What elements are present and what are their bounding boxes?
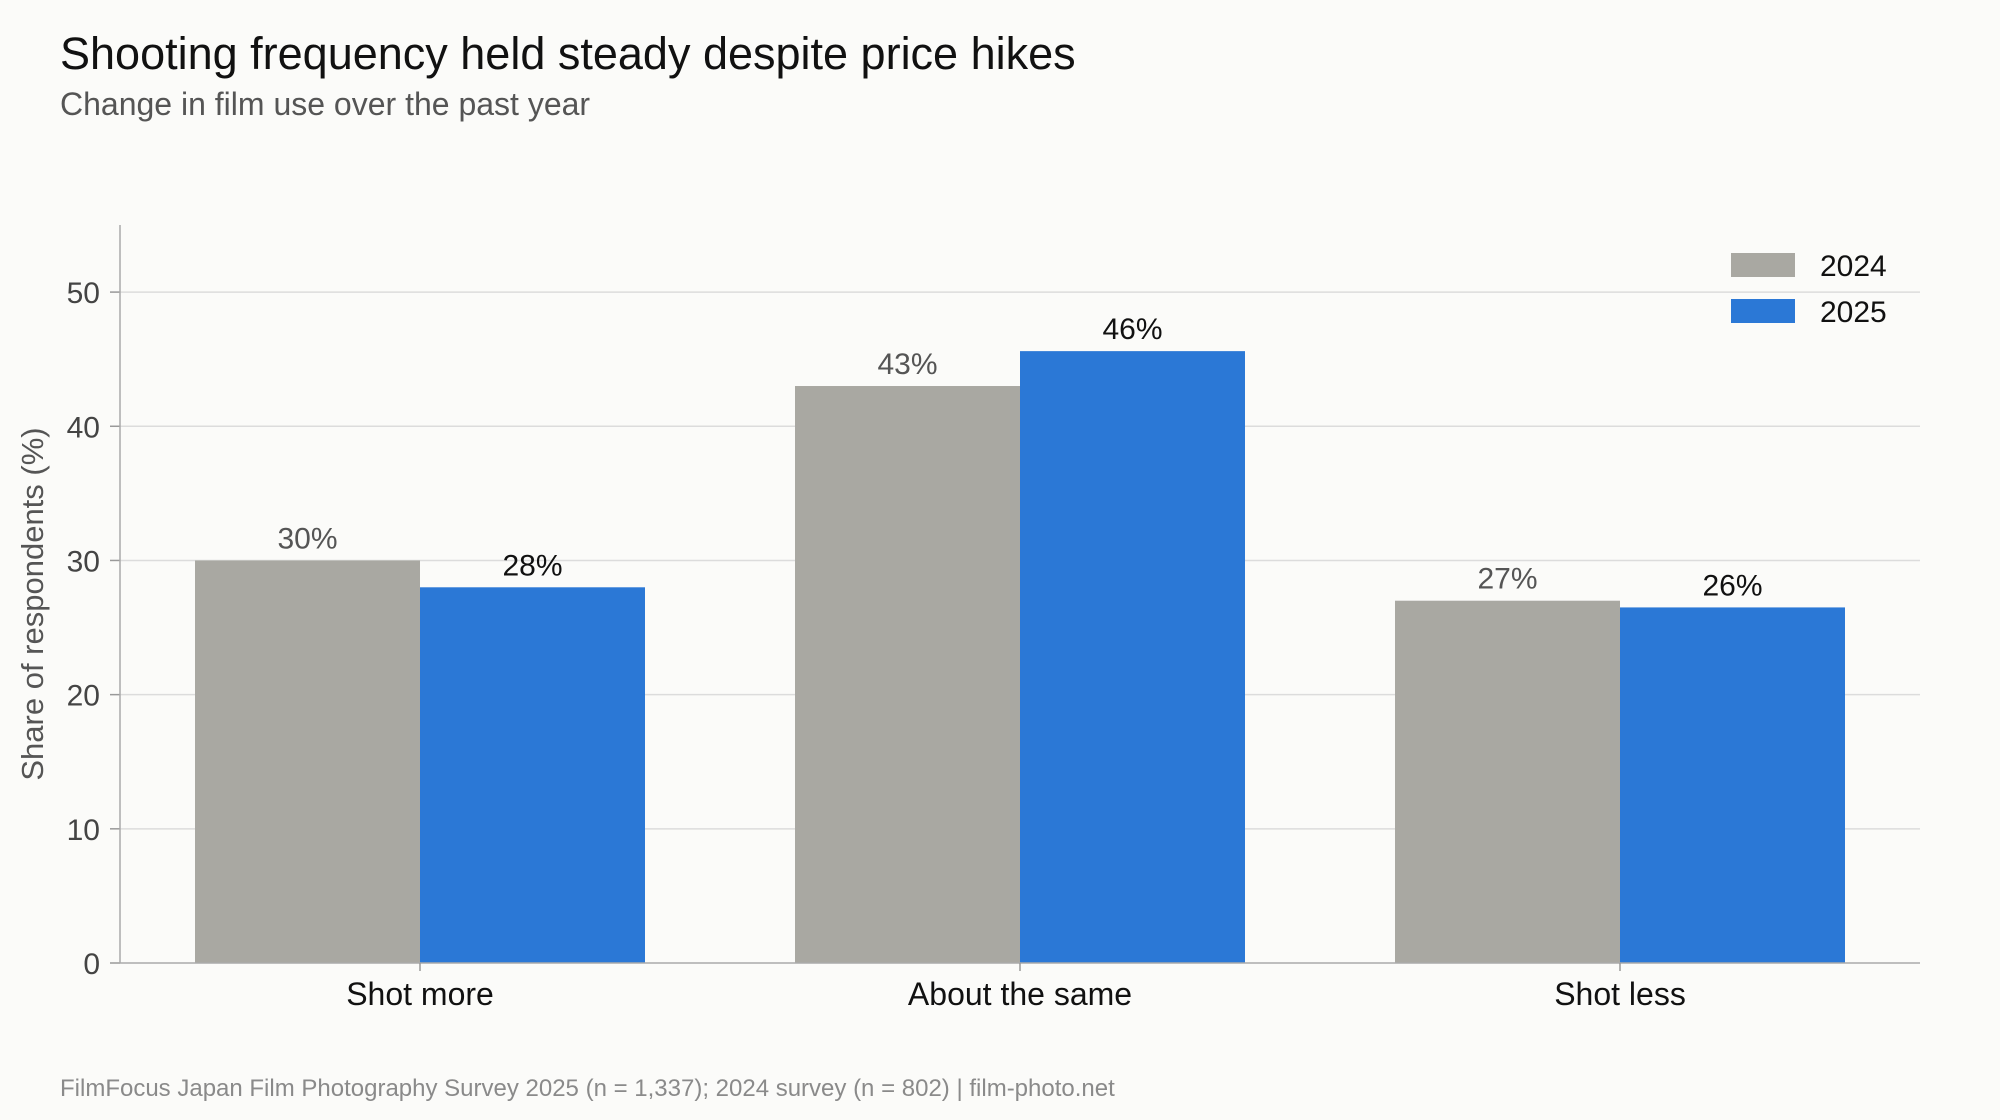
axes: 0 10 20 30 40 50 Share of respondents (%) Shot …	[15, 225, 1920, 1012]
bar-2025	[420, 587, 645, 963]
data-label: 43%	[877, 348, 937, 381]
x-tick-label: Shot less	[1554, 976, 1686, 1012]
x-tick-label: Shot more	[346, 976, 494, 1012]
legend-swatch-2024	[1731, 253, 1795, 277]
data-label: 30%	[277, 522, 337, 555]
y-tick-label: 20	[67, 680, 100, 713]
y-tick-label: 30	[67, 545, 100, 578]
data-labels: 30% 28% 43% 46% 27% 26%	[277, 313, 1762, 602]
chart-title: Shooting frequency held steady despite p…	[60, 28, 1076, 79]
bar-2024	[195, 560, 420, 963]
bar-2025	[1620, 607, 1845, 963]
x-tick-label: About the same	[908, 976, 1132, 1012]
bar-2024	[1395, 600, 1620, 963]
y-tick-label: 50	[67, 277, 100, 310]
source-note: FilmFocus Japan Film Photography Survey …	[60, 1075, 1115, 1102]
data-label: 46%	[1102, 313, 1162, 346]
data-label: 27%	[1477, 563, 1537, 596]
y-tick-label: 40	[67, 411, 100, 444]
y-tick-label: 0	[83, 948, 100, 981]
legend-label: 2025	[1820, 296, 1887, 329]
y-axis-label: Share of respondents (%)	[15, 427, 50, 780]
data-label: 28%	[502, 549, 562, 582]
data-label: 26%	[1702, 569, 1762, 602]
legend: 2024 2025	[1731, 250, 1887, 329]
legend-swatch-2025	[1731, 299, 1795, 323]
legend-label: 2024	[1820, 250, 1887, 283]
bar-2025	[1020, 351, 1245, 963]
bar-marks	[195, 351, 1845, 963]
y-tick-label: 10	[67, 814, 100, 847]
bar-2024	[795, 386, 1020, 963]
chart-subtitle: Change in film use over the past year	[60, 86, 591, 122]
